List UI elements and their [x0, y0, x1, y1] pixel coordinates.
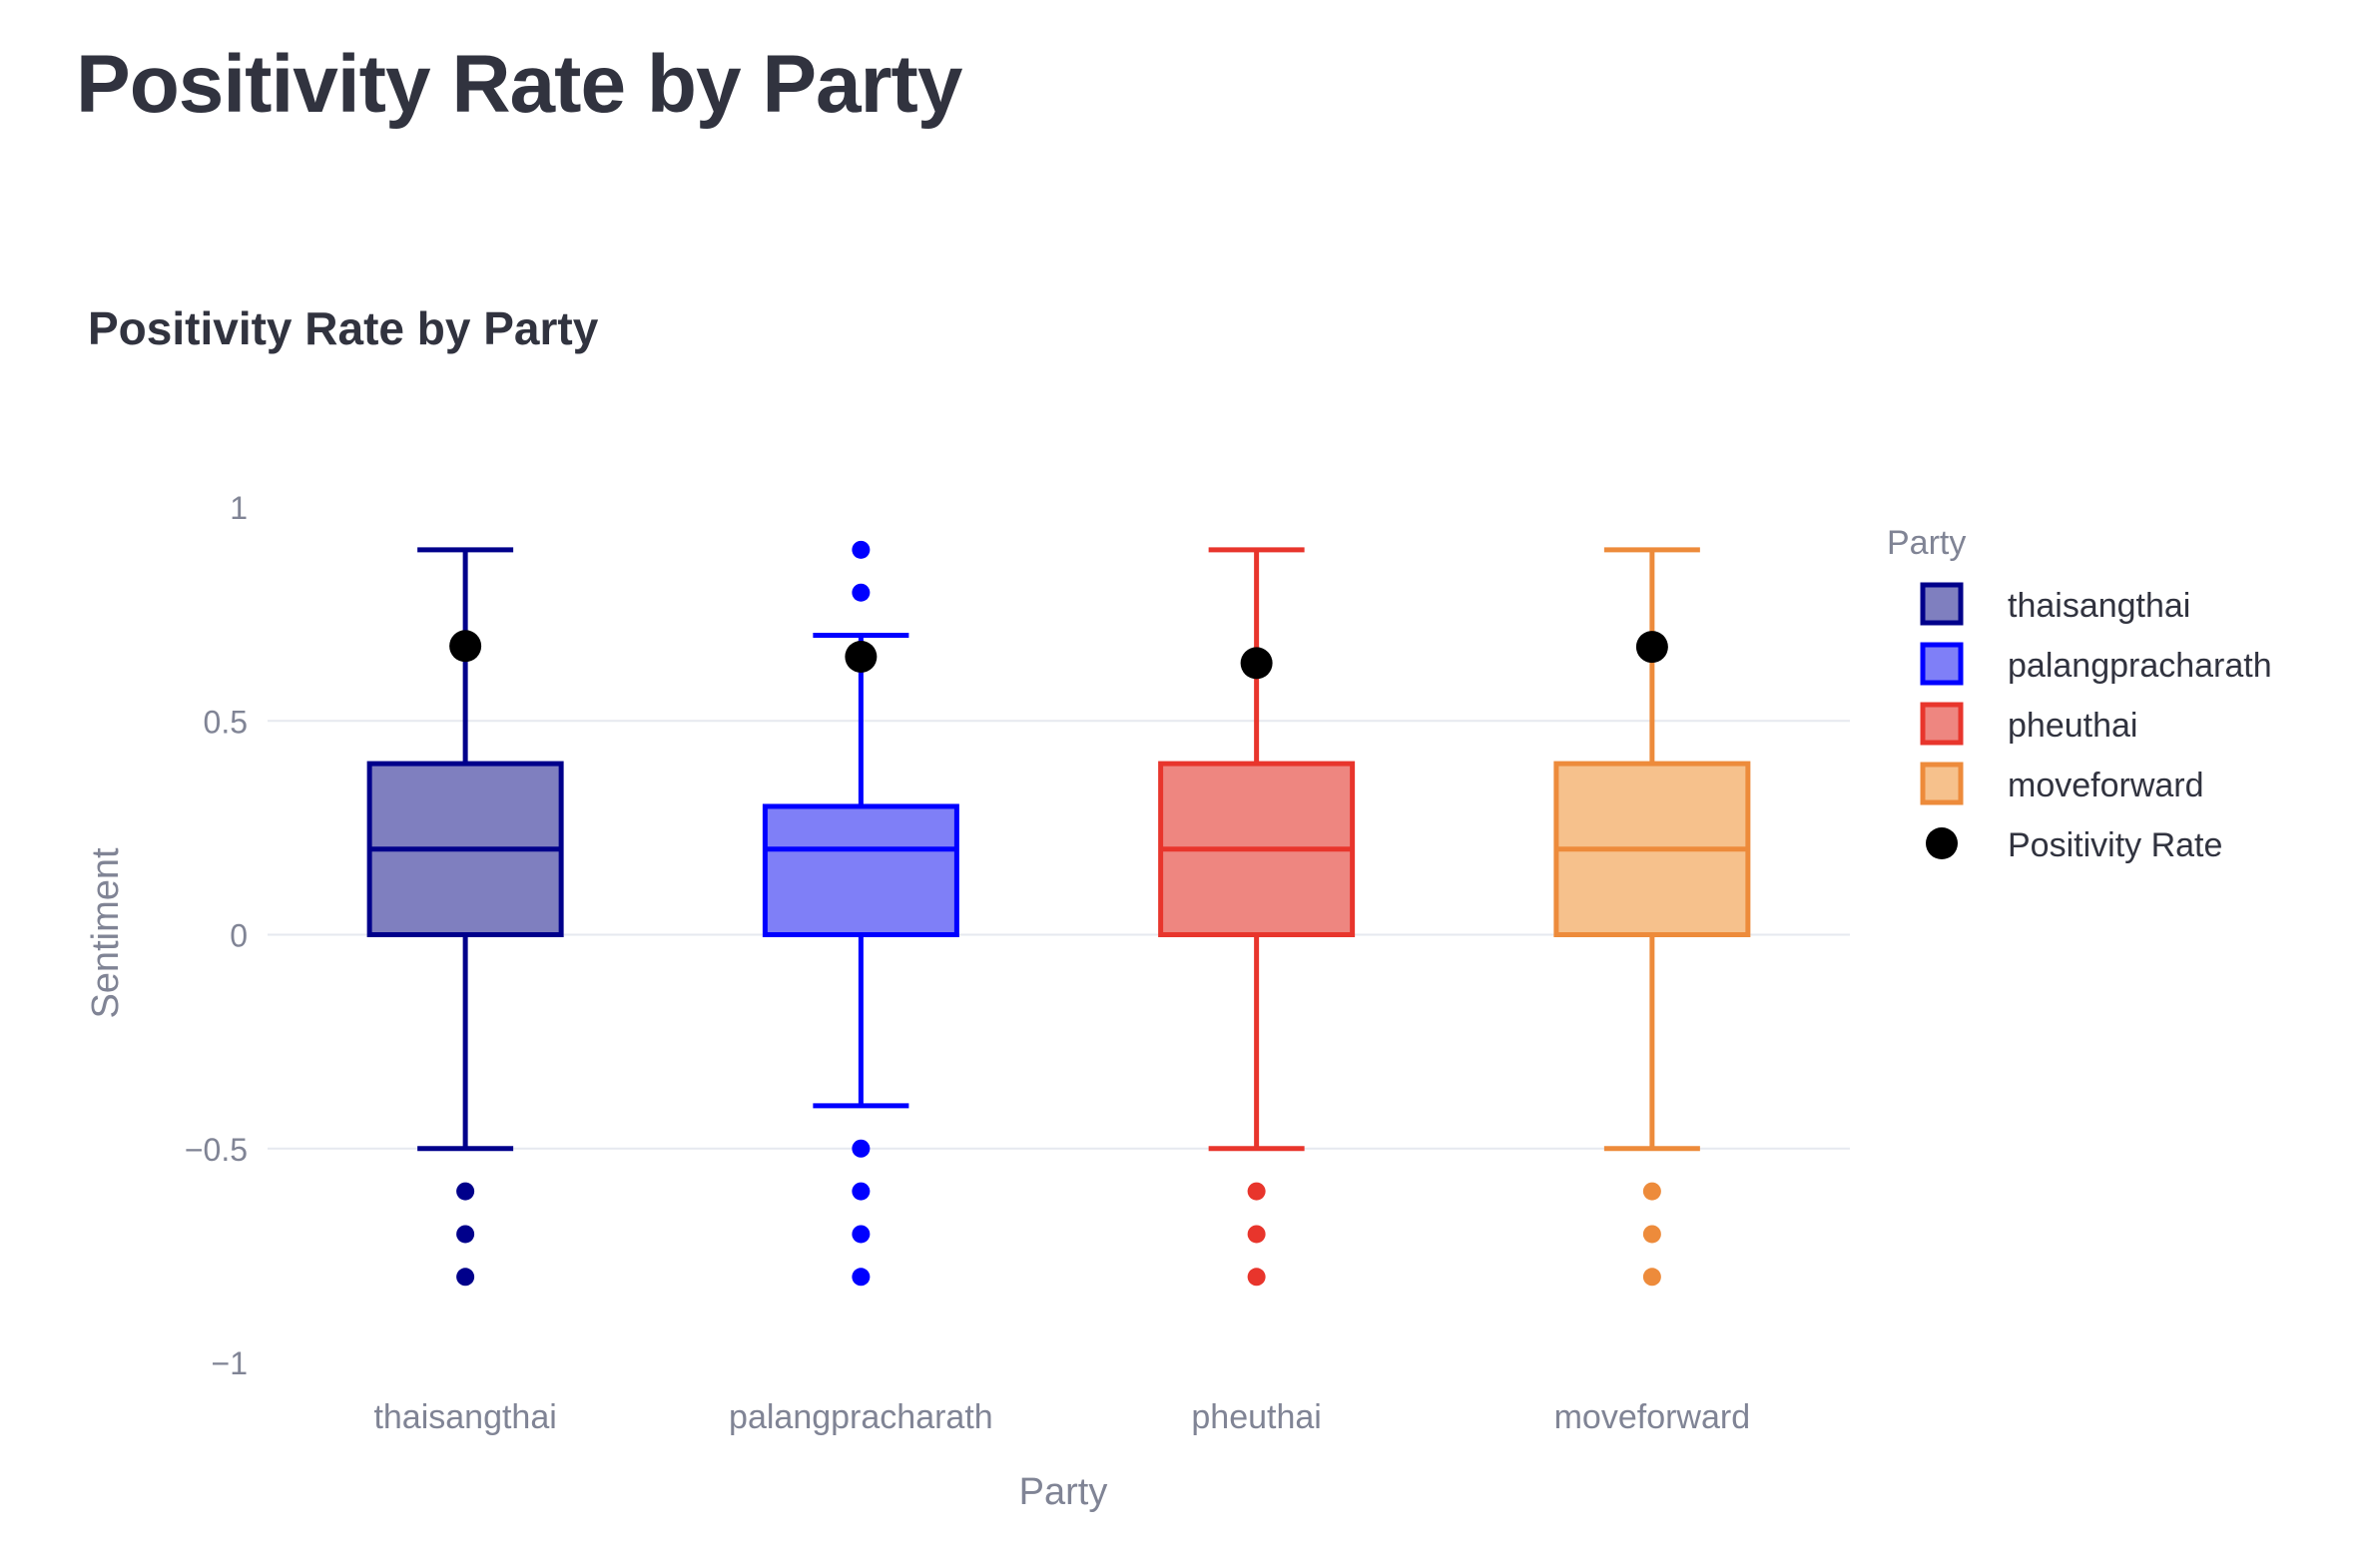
x-tick-label: moveforward	[1554, 1398, 1751, 1436]
outlier-point	[852, 1225, 871, 1244]
positivity-rate-layer	[449, 630, 1668, 680]
x-tick-label: thaisangthai	[373, 1398, 556, 1436]
positivity-rate-point	[1240, 647, 1273, 680]
legend-marker	[1926, 827, 1958, 859]
outlier-point	[1642, 1268, 1661, 1287]
y-tick-label: 0	[230, 918, 248, 954]
legend-title: Party	[1887, 524, 1966, 562]
legend-item-moveforward[interactable]: moveforward	[1920, 762, 2204, 805]
positivity-rate-point	[449, 630, 482, 663]
legend-swatch	[1920, 702, 1964, 746]
outlier-point	[852, 583, 871, 602]
x-tick-label: pheuthai	[1191, 1398, 1321, 1436]
box-thaisangthai	[366, 547, 564, 1287]
legend-item-pheuthai[interactable]: pheuthai	[1920, 702, 2137, 746]
chart-title: Positivity Rate by Party	[88, 302, 599, 354]
legend-swatch	[1920, 762, 1964, 805]
outlier-point	[852, 1182, 871, 1201]
y-tick-label: −1	[212, 1345, 248, 1381]
legend-item-thaisangthai[interactable]: thaisangthai	[1920, 582, 2190, 626]
legend-item-positivity-rate[interactable]: Positivity Rate	[1926, 826, 2222, 864]
positivity-rate-point	[1635, 631, 1668, 664]
legend-label: moveforward	[2008, 767, 2204, 804]
y-tick-label: 1	[230, 490, 248, 526]
legend-label: Positivity Rate	[2008, 826, 2222, 864]
x-axis: thaisangthai palangpracharath pheuthai move…	[373, 1398, 1750, 1436]
outlier-point	[1642, 1182, 1661, 1201]
box-palangpracharath	[762, 540, 959, 1287]
box-moveforward	[1553, 547, 1751, 1287]
outlier-point	[456, 1182, 475, 1201]
legend-swatch	[1920, 642, 1964, 686]
outlier-point	[1247, 1182, 1266, 1201]
box-iqr	[762, 803, 959, 938]
legend-label: pheuthai	[2008, 707, 2137, 745]
outlier-point	[1642, 1225, 1661, 1244]
outlier-point	[456, 1225, 475, 1244]
legend[interactable]: Party thaisangthai palangpracharath pheuth…	[1887, 524, 2272, 864]
outlier-point	[1247, 1225, 1266, 1244]
outlier-point	[456, 1268, 475, 1287]
legend-label: thaisangthai	[2008, 587, 2190, 625]
box-layer	[366, 540, 1751, 1287]
outlier-point	[1247, 1268, 1266, 1287]
y-axis-title: Sentiment	[85, 847, 127, 1019]
page-title: Positivity Rate by Party	[76, 39, 962, 130]
legend-label: palangpracharath	[2008, 647, 2272, 685]
y-tick-label: −0.5	[185, 1132, 248, 1168]
outlier-point	[852, 1139, 871, 1158]
positivity-rate-point	[845, 640, 878, 673]
legend-swatch	[1920, 582, 1964, 626]
outlier-point	[852, 1268, 871, 1287]
outlier-point	[852, 540, 871, 559]
legend-item-palangpracharath[interactable]: palangpracharath	[1920, 642, 2272, 686]
y-tick-label: 0.5	[204, 704, 248, 740]
x-axis-title: Party	[1019, 1471, 1108, 1513]
y-axis: 1 0.5 0 −0.5 −1	[185, 490, 248, 1381]
x-tick-label: palangpracharath	[729, 1398, 993, 1436]
box-pheuthai	[1158, 547, 1356, 1287]
